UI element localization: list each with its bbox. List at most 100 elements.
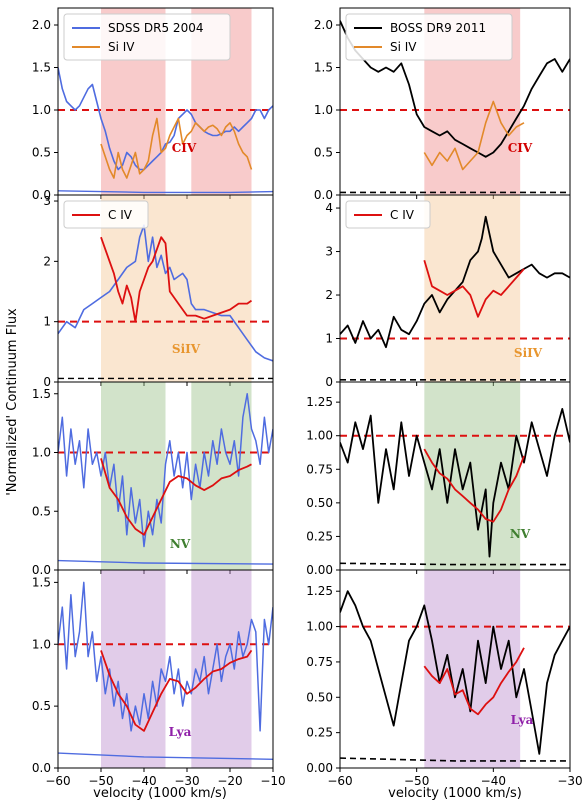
y-tick-label: 0.5	[32, 504, 51, 518]
legend-label: Si IV	[108, 40, 135, 54]
series-sdss-error	[58, 559, 273, 565]
series-si-iv	[100, 117, 253, 179]
y-tick-label: 0.0	[32, 188, 51, 202]
velocity-band-0	[101, 382, 166, 570]
plot-area	[58, 224, 273, 380]
legend-box	[63, 13, 231, 61]
legend-label: Si IV	[390, 40, 417, 54]
plot-area	[340, 20, 570, 194]
panel-left-lya: 0.0 0.5 1.0 1.5 −60 −50 −40 −30 −20 −10 Lya	[32, 569, 286, 788]
y-tick-label: 0.5	[314, 146, 333, 160]
series-c-iv	[100, 649, 253, 732]
legend-box	[63, 200, 149, 229]
x-tick-label: −30	[557, 774, 582, 788]
y-tick-label: 1.0	[32, 103, 51, 117]
plot-area	[58, 67, 273, 194]
y-tick-label: 0.50	[306, 496, 333, 510]
y-tick-label: 3	[43, 194, 51, 208]
y-tick-label: 0.0	[32, 761, 51, 775]
panel-left-civ: 0.0 0.5 1.0 1.5 2.0 CIV SDSS DR5 2004 Si IV	[32, 7, 274, 202]
panel-right-nv: 0.00 0.25 0.50 0.75 1.00 1.25 NV	[306, 381, 571, 577]
series-sdss-dr5-2004	[58, 67, 273, 171]
series-boss-dr9-2011	[340, 407, 570, 558]
y-tick-label: 2.0	[32, 18, 51, 32]
y-tick-label: 1.0	[32, 446, 51, 460]
plot-area	[340, 215, 570, 381]
y-tick-label: 1.5	[32, 387, 51, 401]
series-boss-dr9-2011	[340, 20, 570, 158]
series-c-iv	[100, 458, 252, 536]
y-tick-label: 1.5	[32, 61, 51, 75]
y-tick-label: 0	[43, 375, 51, 389]
series-c-iv	[423, 259, 525, 318]
y-tick-label: 1	[325, 332, 333, 346]
plot-area	[340, 407, 570, 566]
y-tick-label: 1.0	[32, 637, 51, 651]
y-tick-label: 1.0	[314, 103, 333, 117]
y-tick-label: 1.5	[32, 575, 51, 589]
x-tick-label: −20	[217, 774, 242, 788]
series-boss-error	[340, 562, 570, 566]
series-sdss-dr5-2004	[58, 224, 273, 362]
plot-area	[58, 393, 273, 565]
x-tick-label: −40	[481, 774, 506, 788]
y-tick-label: 0.5	[32, 146, 51, 160]
y-tick-label: 2.0	[314, 18, 333, 32]
plot-area	[340, 590, 570, 762]
legend-label: BOSS DR9 2011	[390, 21, 486, 35]
y-tick-label: 3	[325, 245, 333, 259]
x-tick-label: −60	[45, 774, 70, 788]
panel-right-siiv: 0 1 2 3 4 SiIV C IV	[325, 194, 571, 389]
y-tick-label: 1.25	[306, 584, 333, 598]
series-si-iv	[423, 100, 525, 171]
legend-box	[345, 200, 431, 229]
series-boss-dr9-2011	[340, 590, 570, 755]
legend-box	[345, 13, 513, 61]
series-sdss-error	[58, 190, 273, 194]
series-sdss-dr5-2004	[58, 581, 273, 732]
y-tick-label: 0	[325, 375, 333, 389]
x-axis-label-right: velocity (1000 km/s)	[388, 786, 522, 801]
ion-label: NV	[510, 527, 531, 541]
x-tick-label: −40	[131, 774, 156, 788]
series-sdss-dr5-2004	[58, 393, 273, 548]
y-tick-label: 2	[43, 254, 51, 268]
ion-label: CIV	[508, 141, 533, 155]
y-tick-label: 0.0	[314, 188, 333, 202]
y-tick-label: 0.00	[306, 563, 333, 577]
series-boss-error	[340, 757, 570, 762]
panel-right-lya: 0.00 0.25 0.50 0.75 1.00 1.25 −60 −50 −40 −30 Lya	[306, 569, 583, 788]
panel-right-civ: 0.0 0.5 1.0 1.5 2.0 CIV BOSS DR9 2011 Si IV	[314, 7, 571, 202]
series-c-iv	[100, 236, 253, 323]
x-tick-label: −60	[327, 774, 352, 788]
velocity-band-0	[101, 570, 166, 768]
series-c-iv	[423, 448, 525, 523]
y-tick-label: 0.75	[306, 655, 333, 669]
velocity-band-1	[191, 382, 252, 570]
y-tick-label: 1.00	[306, 429, 333, 443]
legend-label: SDSS DR5 2004	[108, 21, 203, 35]
y-tick-label: 0.50	[306, 690, 333, 704]
x-tick-label: −10	[260, 774, 285, 788]
series-sdss-error	[58, 752, 273, 760]
panel-frame	[339, 569, 571, 769]
ion-label: CIV	[172, 141, 197, 155]
y-tick-label: 1.00	[306, 620, 333, 634]
x-tick-label: −50	[404, 774, 429, 788]
plot-area	[58, 581, 273, 760]
y-tick-label: 0.00	[306, 761, 333, 775]
series-c-iv	[423, 647, 525, 716]
ion-label: SiIV	[172, 342, 201, 356]
ion-label: SiIV	[514, 346, 543, 360]
x-axis-label-left: velocity (1000 km/s)	[93, 786, 227, 801]
ion-label: Lya	[169, 725, 192, 739]
x-tick-label: −50	[88, 774, 113, 788]
panel-frame	[57, 569, 274, 769]
y-tick-label: 0.25	[306, 726, 333, 740]
series-boss-dr9-2011	[340, 215, 570, 349]
panel-left-siiv: 0 1 2 3 SiIV C IV	[43, 194, 274, 389]
y-tick-label: 2	[325, 288, 333, 302]
panel-left-nv: 0.0 0.5 1.0 1.5 NV	[32, 381, 274, 577]
